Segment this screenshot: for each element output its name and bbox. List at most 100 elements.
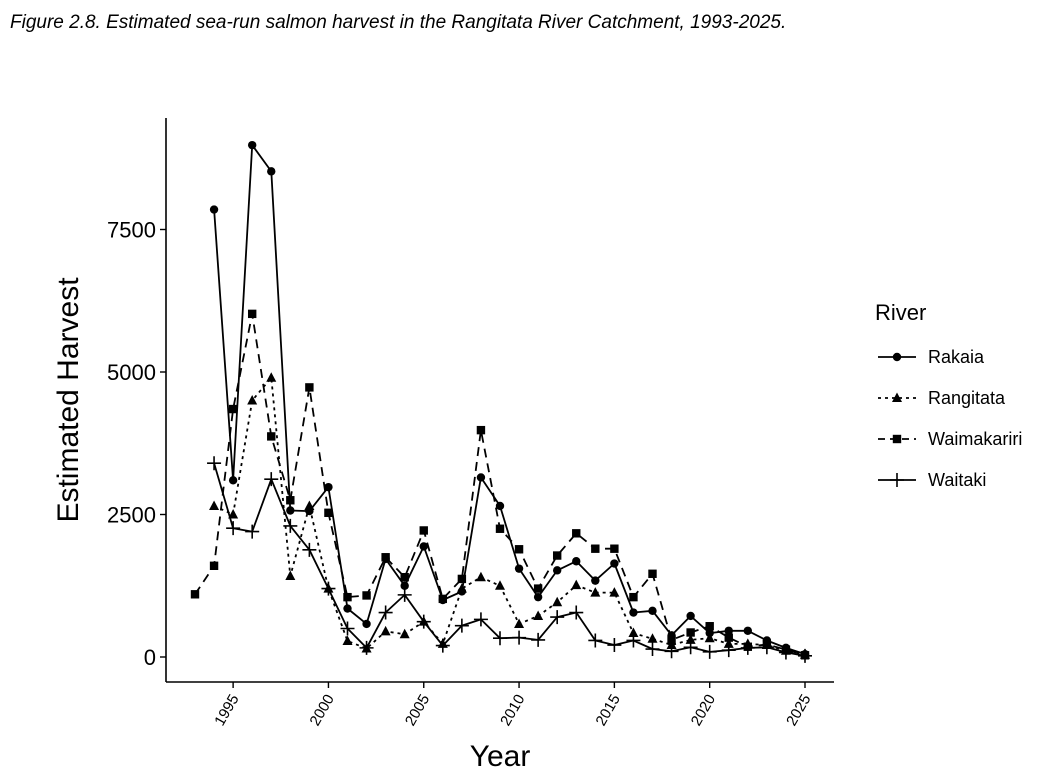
data-point: [264, 472, 279, 487]
legend-item: Waimakariri: [878, 429, 1022, 449]
data-point: [362, 591, 371, 600]
data-point: [343, 604, 352, 613]
figure-caption: Figure 2.8. Estimated sea-run salmon har…: [10, 12, 787, 33]
data-point: [190, 590, 200, 599]
data-point: [533, 592, 543, 602]
data-point: [629, 608, 638, 617]
data-point: [683, 640, 698, 655]
data-point: [226, 521, 241, 536]
data-point: [686, 628, 695, 637]
data-point: [247, 140, 257, 150]
data-point: [283, 518, 298, 533]
data-point: [531, 632, 546, 647]
data-point: [648, 569, 657, 578]
data-point: [648, 606, 657, 616]
data-point: [550, 610, 565, 625]
legend-title: River: [875, 300, 926, 325]
data-point: [571, 579, 582, 590]
data-point: [207, 456, 222, 471]
y-tick-label: 7500: [107, 218, 156, 243]
legend-marker: [892, 392, 902, 402]
data-point: [610, 544, 619, 553]
data-point: [419, 526, 428, 535]
x-tick-label: 2015: [592, 692, 623, 729]
data-point: [610, 559, 619, 568]
data-point: [476, 425, 486, 435]
data-point: [533, 584, 543, 593]
series-rakaia: [209, 140, 810, 659]
data-point: [359, 640, 374, 655]
data-point: [740, 640, 755, 655]
data-point: [645, 642, 660, 657]
data-point: [456, 583, 467, 593]
data-point: [286, 496, 295, 505]
data-point: [647, 633, 658, 643]
data-point: [724, 633, 733, 642]
legend-marker: [892, 352, 902, 362]
data-point: [247, 309, 257, 319]
data-point: [400, 581, 409, 590]
data-point: [743, 626, 753, 635]
data-point: [285, 570, 296, 581]
data-point: [454, 618, 469, 633]
x-tick-label: 2005: [402, 692, 433, 729]
series-line: [194, 313, 806, 657]
data-point: [493, 631, 507, 646]
data-point: [514, 564, 524, 573]
x-tick-label: 2010: [497, 692, 528, 729]
series-waitaki: [207, 456, 812, 663]
data-point: [416, 614, 431, 629]
x-tick-label: 1995: [211, 692, 242, 729]
data-point: [723, 638, 734, 648]
legend-item: Waitaki: [878, 470, 986, 490]
data-point: [591, 576, 600, 585]
data-point: [724, 626, 733, 635]
data-point: [495, 580, 505, 590]
series-line: [213, 144, 806, 655]
data-point: [435, 638, 450, 653]
data-point: [304, 500, 315, 510]
data-point: [305, 383, 314, 392]
x-tick-label: 2020: [688, 692, 719, 729]
series-rangitata: [209, 372, 810, 659]
data-point: [457, 574, 467, 584]
data-point: [626, 633, 641, 648]
data-point: [324, 482, 333, 492]
data-point: [495, 501, 505, 511]
data-point: [438, 594, 448, 604]
series-layer: [190, 140, 812, 663]
data-point: [667, 635, 676, 645]
data-point: [591, 544, 600, 553]
data-point: [324, 508, 333, 517]
axes: 0 2500 5000 7500 1995 2000 2005 2010 2015 2020 202…: [52, 118, 834, 773]
data-point: [628, 627, 639, 638]
data-point: [209, 205, 219, 214]
data-point: [588, 633, 603, 648]
data-point: [380, 625, 391, 636]
data-point: [514, 545, 524, 554]
legend-marker: [890, 473, 904, 487]
data-point: [704, 632, 715, 643]
data-point: [609, 587, 620, 597]
data-point: [342, 635, 353, 646]
x-axis-title: Year: [470, 740, 531, 773]
data-point: [378, 605, 393, 620]
y-tick-label: 0: [144, 645, 156, 670]
data-point: [340, 621, 355, 636]
data-point: [228, 509, 239, 519]
x-tick-label: 2000: [306, 692, 337, 729]
data-point: [552, 566, 562, 575]
data-point: [228, 476, 238, 485]
data-point: [399, 628, 410, 639]
data-point: [362, 619, 371, 629]
series-waimakariri: [190, 309, 810, 660]
data-point: [666, 639, 677, 650]
legend-marker: [892, 434, 902, 444]
data-point: [473, 612, 488, 627]
data-point: [266, 372, 277, 382]
data-point: [572, 557, 581, 566]
data-point: [590, 587, 601, 597]
legend: River Rakaia Rangitata Waimakariri Waitaki: [875, 300, 1022, 490]
legend-label: Rangitata: [928, 388, 1006, 408]
